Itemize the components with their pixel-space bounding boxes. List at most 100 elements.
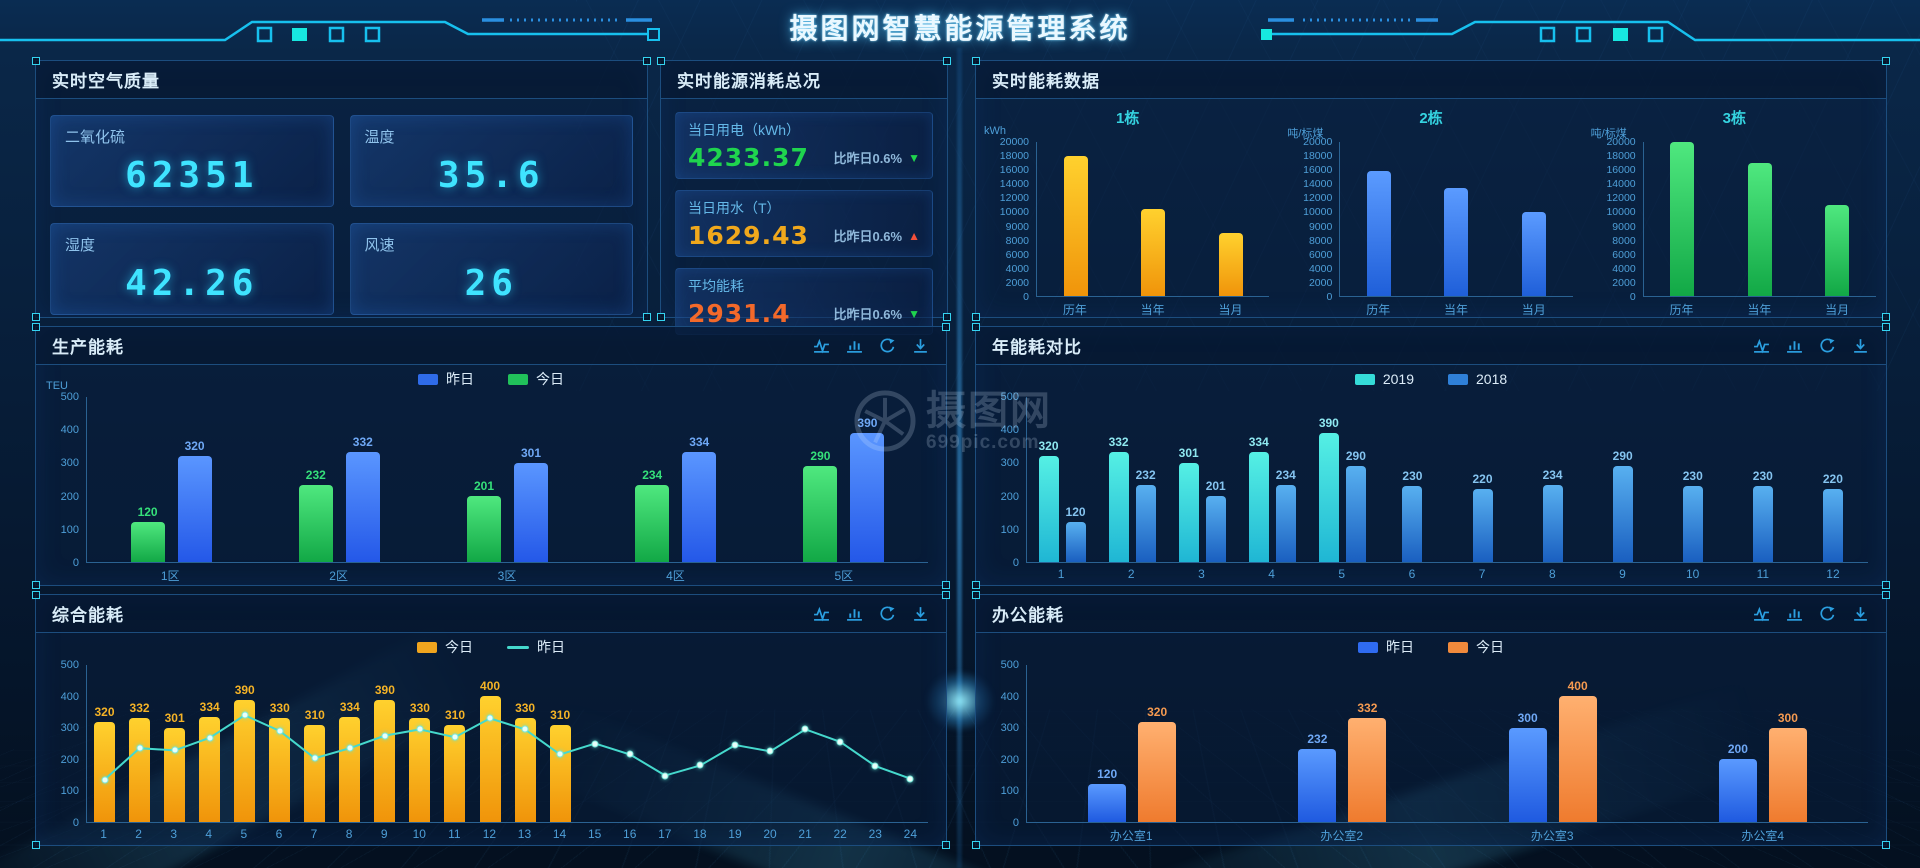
y-axis-tick: 8000 [1005, 234, 1029, 247]
summary-compare: 比昨日0.6% ▲ [833, 228, 920, 245]
bar-今日-1 [94, 721, 116, 822]
download-icon[interactable] [1851, 605, 1870, 622]
y-axis-tick: 14000 [1303, 178, 1333, 191]
bar-value-label: 390 [374, 682, 395, 697]
stat-value: 42.26 [125, 263, 259, 304]
refresh-icon[interactable] [1818, 605, 1837, 622]
bar-今日-8 [339, 717, 361, 822]
y-axis-tick: 0 [72, 557, 79, 569]
bar-value-label: 301 [520, 445, 542, 460]
bar-chart-icon[interactable] [1785, 605, 1804, 622]
y-axis-tick: 9000 [1308, 220, 1333, 233]
bar-value-label: 234 [642, 467, 663, 482]
y-axis-tick: 4000 [1308, 262, 1333, 275]
bar-能耗-历年 [1367, 171, 1392, 296]
stat-value: 62351 [125, 155, 259, 196]
y-axis-tick: 6000 [1005, 248, 1029, 261]
bar-昨日-2区 [345, 452, 380, 562]
x-axis-label: 5 [240, 827, 248, 841]
bar-昨日-1区 [177, 456, 212, 562]
x-axis-label: 13 [517, 827, 532, 841]
bar-chart-icon[interactable] [845, 605, 864, 622]
refresh-icon[interactable] [878, 605, 897, 622]
line-point [206, 734, 214, 742]
line-point [766, 747, 774, 755]
x-axis-label: 22 [833, 827, 847, 841]
refresh-icon[interactable] [1818, 337, 1837, 354]
download-icon[interactable] [911, 605, 930, 622]
plot-area: 320 332 301 334 390 330 310 334 390 330 310 400 330 3… [86, 665, 928, 823]
mini-chart-building2: 2栋 吨/标煤 0 2000 4000 6000 8000 9000 10000 12000 14… [1279, 99, 1582, 317]
stat-label: 风速 [364, 237, 395, 254]
line-point [696, 761, 704, 769]
download-icon[interactable] [911, 337, 930, 354]
bar-value-label: 334 [689, 434, 710, 449]
legend-item-昨日: 昨日 [418, 369, 474, 389]
bar-value-label: 230 [1752, 469, 1773, 484]
x-axis-label: 15 [587, 827, 602, 841]
line-chart-icon[interactable] [812, 605, 831, 622]
y-axis-tick: 16000 [1303, 164, 1333, 177]
bar-今日-9 [374, 699, 396, 822]
summary-label: 当日用水（T） [688, 200, 781, 216]
bar-2018-6 [1402, 486, 1423, 562]
legend-item-2019: 2019 [1354, 371, 1414, 387]
y-axis-tick: 16000 [999, 164, 1029, 177]
bar-value-label: 390 [857, 416, 878, 431]
panel-title: 实时能源消耗总况 [677, 72, 821, 91]
download-icon[interactable] [1851, 337, 1870, 354]
refresh-icon[interactable] [878, 337, 897, 354]
bar-value-label: 320 [94, 704, 115, 719]
bar-今日-4 [199, 717, 221, 822]
y-axis-tick: 0 [72, 817, 79, 829]
stat-label: 湿度 [65, 237, 96, 254]
bar-value-label: 330 [409, 701, 430, 716]
chart-title: 2栋 [1419, 110, 1443, 127]
x-axis-label: 1 [1057, 567, 1065, 581]
plot-area [1642, 142, 1876, 297]
y-axis-tick: 18000 [999, 150, 1029, 163]
mini-chart-building3: 3栋 吨/标煤 0 2000 4000 6000 8000 9000 10000 12000 14… [1583, 99, 1886, 317]
summary-row-electricity: 当日用电（kWh） 4233.37 比昨日0.6% ▼ [675, 112, 933, 179]
header-circuit-right [1261, 18, 1920, 43]
plot-area [1339, 142, 1573, 297]
legend-bar-swatch [508, 373, 528, 385]
legend-label: 2019 [1382, 371, 1414, 387]
bar-2018-12 [1822, 489, 1843, 562]
legend-item-今日: 今日 [417, 637, 473, 657]
bar-今日-2区 [298, 485, 333, 562]
line-chart-icon[interactable] [1752, 605, 1771, 622]
legend-label: 今日 [445, 639, 473, 655]
line-chart-icon[interactable] [1752, 337, 1771, 354]
y-axis-tick: 500 [1000, 391, 1019, 403]
bar-chart-icon[interactable] [845, 337, 864, 354]
legend-item-今日: 今日 [1448, 637, 1504, 657]
y-axis-tick: 100 [60, 785, 79, 798]
bar-chart-icon[interactable] [1785, 337, 1804, 354]
x-axis-label: 历年 [1062, 303, 1087, 317]
y-axis-tick: 12000 [1303, 192, 1333, 205]
y-axis-tick: 18000 [1303, 150, 1333, 163]
y-axis-tick: 200 [1000, 490, 1019, 503]
y-axis-tick: 8000 [1612, 234, 1636, 247]
stat-label: 二氧化硫 [65, 129, 126, 146]
bar-value-label: 120 [1097, 767, 1118, 782]
y-axis-tick: 14000 [1606, 178, 1636, 191]
y-axis-tick: 300 [60, 722, 79, 735]
x-axis-label: 18 [693, 827, 707, 841]
y-axis-tick: 100 [1000, 785, 1019, 798]
legend-bar-swatch [1358, 641, 1378, 653]
line-point [486, 714, 494, 722]
panel-title: 生产能耗 [52, 338, 124, 357]
panel-title: 办公能耗 [992, 606, 1064, 625]
legend-line-swatch [507, 645, 529, 649]
y-axis-tick: 0 [1326, 291, 1333, 303]
line-point [556, 750, 564, 758]
bar-value-label: 232 [1307, 732, 1328, 747]
summary-row-average: 平均能耗 2931.4 比昨日0.6% ▼ [675, 268, 933, 335]
bar-value-label: 334 [1248, 434, 1269, 449]
line-chart-icon[interactable] [812, 337, 831, 354]
x-axis-label: 3 [170, 827, 178, 841]
bar-value-label: 320 [1038, 439, 1059, 454]
x-axis-label: 当月 [1521, 303, 1546, 317]
